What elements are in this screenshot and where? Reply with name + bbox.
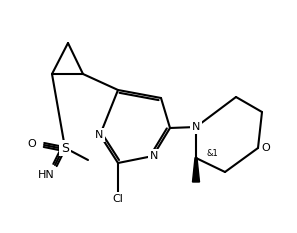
Text: N: N xyxy=(150,151,158,161)
Text: N: N xyxy=(192,122,200,132)
Text: &1: &1 xyxy=(206,148,218,158)
Text: N: N xyxy=(95,130,103,140)
Text: S: S xyxy=(61,141,69,154)
Text: Cl: Cl xyxy=(113,194,124,204)
Polygon shape xyxy=(192,158,200,182)
Text: HN: HN xyxy=(38,170,54,180)
Text: O: O xyxy=(262,143,270,153)
Text: O: O xyxy=(28,139,36,149)
